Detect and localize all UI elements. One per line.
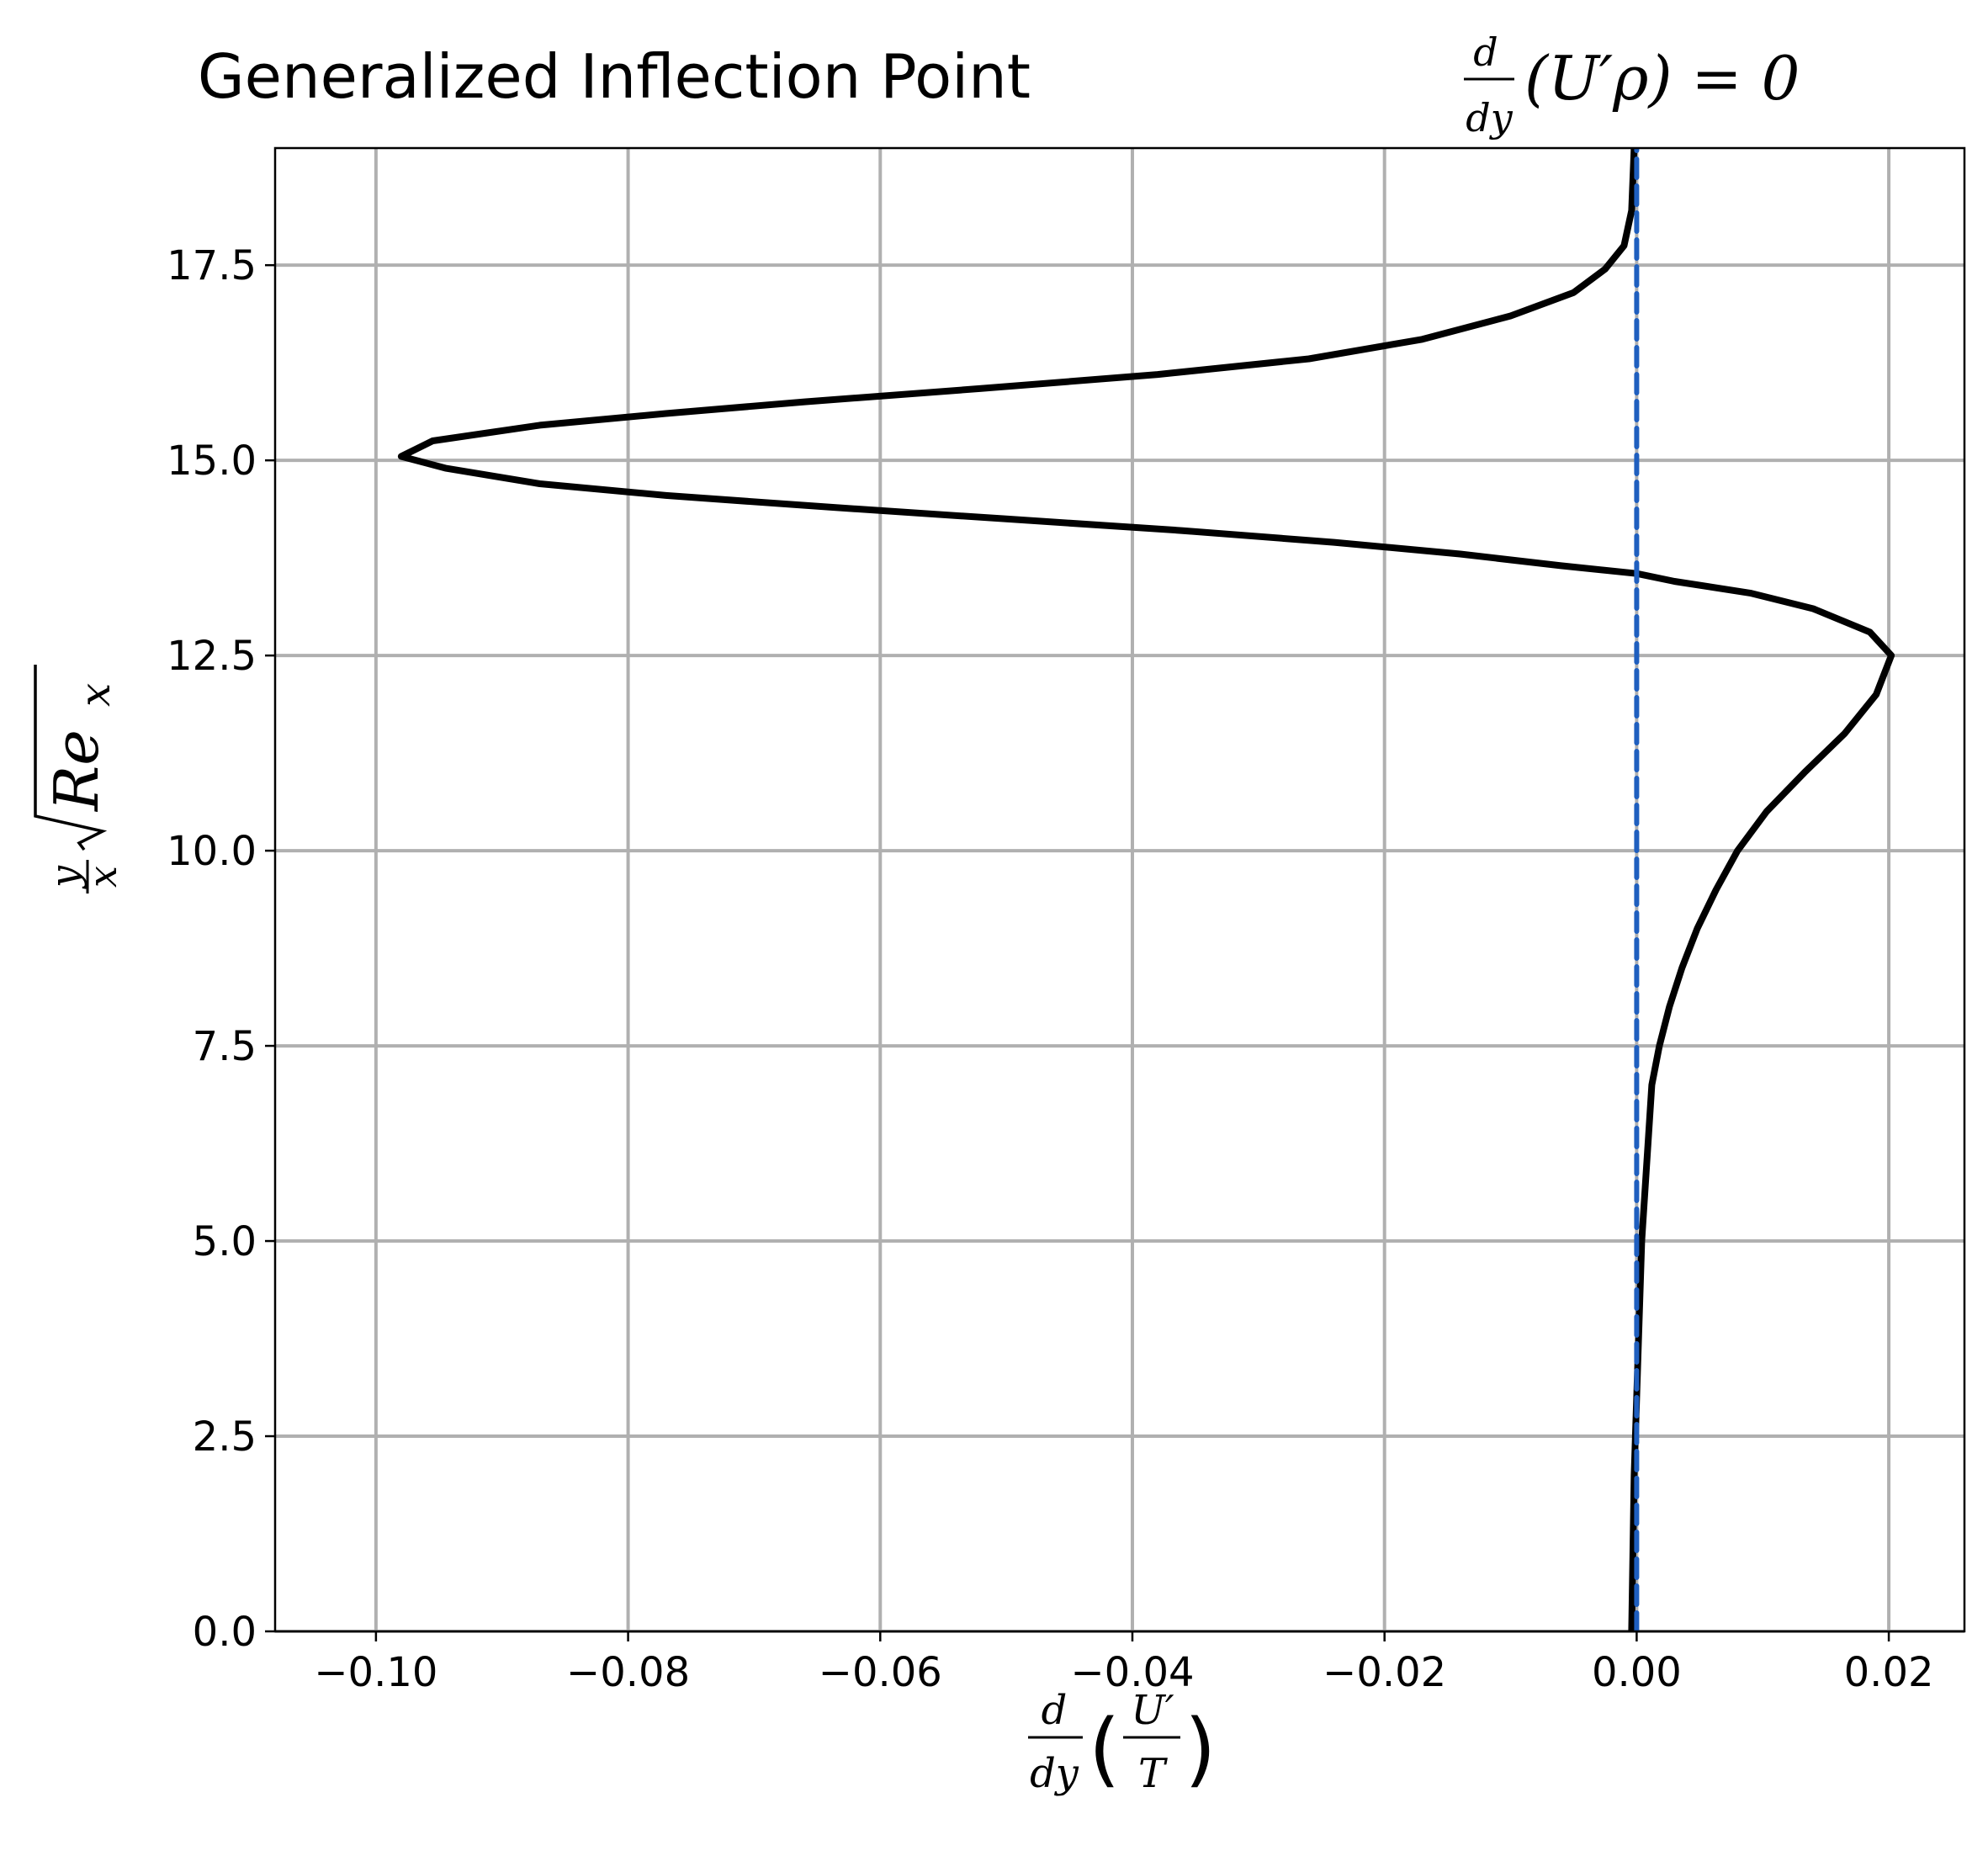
- y-tick-label: 12.5: [167, 633, 257, 680]
- y-tick-label: 17.5: [167, 242, 257, 289]
- data-layer: [397, 148, 1895, 1631]
- xlabel-inner-denominator: T: [1138, 1750, 1168, 1797]
- x-tick-label: −0.08: [566, 1649, 690, 1696]
- y-axis-label: y x Re x: [34, 665, 125, 894]
- chart-title: Generalized Inflection Point d dy (U′ρ) …: [198, 29, 1800, 141]
- title-text: Generalized Inflection Point: [198, 41, 1031, 112]
- xlabel-right-paren: ): [1185, 1702, 1216, 1796]
- tick-layer: −0.10 −0.08 −0.06 −0.04 −0.02 0.00 0.02 0.0 2.5 5…: [167, 242, 1933, 1696]
- xlabel-inner-numerator: U′: [1131, 1687, 1174, 1734]
- y-tick-label: 10.0: [167, 828, 257, 875]
- xlabel-left-paren: (: [1089, 1702, 1120, 1796]
- ylabel-frac-denominator: x: [80, 866, 125, 888]
- y-tick-label: 2.5: [193, 1413, 257, 1461]
- plot-frame: [273, 146, 1966, 1633]
- title-frac-denominator: dy: [1466, 95, 1513, 141]
- x-tick-label: 0.02: [1844, 1649, 1934, 1696]
- y-tick-label: 0.0: [193, 1609, 257, 1656]
- xlabel-frac-numerator: d: [1042, 1687, 1068, 1734]
- x-tick-label: −0.04: [1070, 1649, 1194, 1696]
- x-tick-label: −0.02: [1323, 1649, 1446, 1696]
- ylabel-subscript: x: [71, 683, 119, 707]
- y-tick-label: 5.0: [193, 1218, 257, 1265]
- ylabel-radicand: Re: [41, 729, 112, 813]
- x-tick-label: 0.00: [1592, 1649, 1682, 1696]
- grid-lines: [275, 148, 1964, 1633]
- x-axis-label: d dy ( U′ T ): [1028, 1687, 1216, 1797]
- ylabel-sqrt-sign: [34, 665, 108, 851]
- x-tick-label: −0.06: [819, 1649, 942, 1696]
- profile-curve: [397, 148, 1895, 1631]
- y-tick-label: 7.5: [193, 1023, 257, 1070]
- ylabel-frac-numerator: y: [42, 865, 87, 889]
- y-tick-label: 15.0: [167, 437, 257, 485]
- title-frac-numerator: d: [1473, 29, 1498, 75]
- title-math-body: (U′ρ) = 0: [1524, 43, 1800, 114]
- x-tick-label: −0.10: [314, 1649, 437, 1696]
- xlabel-frac-denominator: dy: [1030, 1750, 1079, 1797]
